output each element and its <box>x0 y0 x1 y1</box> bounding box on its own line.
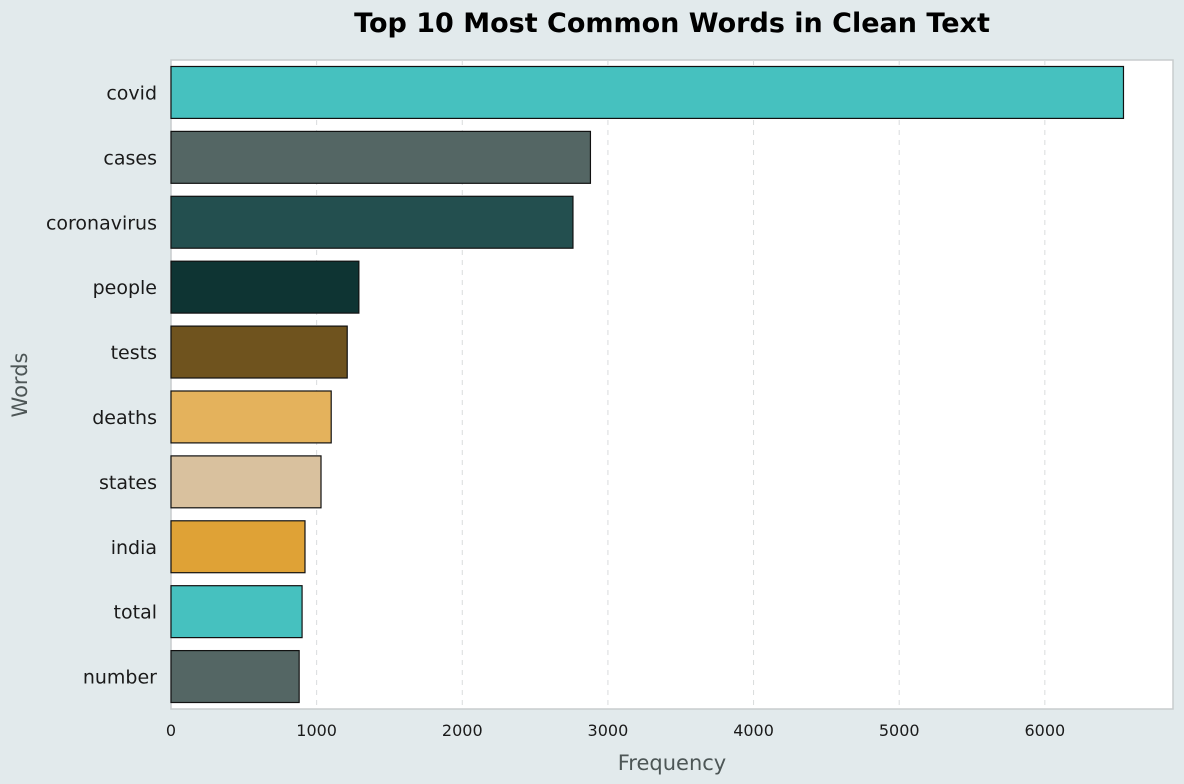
bar-coronavirus <box>170 195 574 249</box>
chart-title: Top 10 Most Common Words in Clean Text <box>354 8 990 39</box>
x-tick-label: 3000 <box>588 721 629 740</box>
x-tick-labels: 0 1000 2000 3000 4000 5000 6000 <box>166 721 1065 740</box>
bar-india <box>170 520 306 574</box>
y-tick-label: india <box>111 537 157 559</box>
bar-covid <box>170 65 1125 120</box>
x-tick-label: 6000 <box>1024 721 1065 740</box>
bar-states <box>170 455 322 509</box>
bars <box>170 65 1125 704</box>
y-tick-label: cases <box>103 147 157 169</box>
x-tick-label: 0 <box>166 721 176 740</box>
y-tick-label: coronavirus <box>46 212 157 234</box>
y-tick-label: people <box>93 277 157 299</box>
bar-number <box>170 649 300 704</box>
y-tick-label: deaths <box>92 407 157 429</box>
x-tick-label: 4000 <box>733 721 774 740</box>
bar-people <box>170 260 360 314</box>
gridlines <box>316 60 1046 709</box>
y-axis-label: Words <box>8 353 32 418</box>
x-tick-label: 1000 <box>296 721 337 740</box>
bar-deaths <box>170 390 332 444</box>
x-tick-label: 2000 <box>442 721 483 740</box>
y-tick-label: states <box>99 472 157 494</box>
bar-tests <box>170 325 348 379</box>
x-axis-label: Frequency <box>618 751 727 775</box>
bar-total <box>170 585 303 639</box>
bar-cases <box>170 130 592 184</box>
y-tick-labels: covid cases coronavirus people tests deaths st… <box>46 82 157 688</box>
y-tick-label: number <box>83 667 157 689</box>
y-tick-label: tests <box>111 342 157 364</box>
y-tick-label: covid <box>106 82 157 104</box>
y-tick-label: total <box>114 602 157 624</box>
x-tick-label: 5000 <box>879 721 920 740</box>
